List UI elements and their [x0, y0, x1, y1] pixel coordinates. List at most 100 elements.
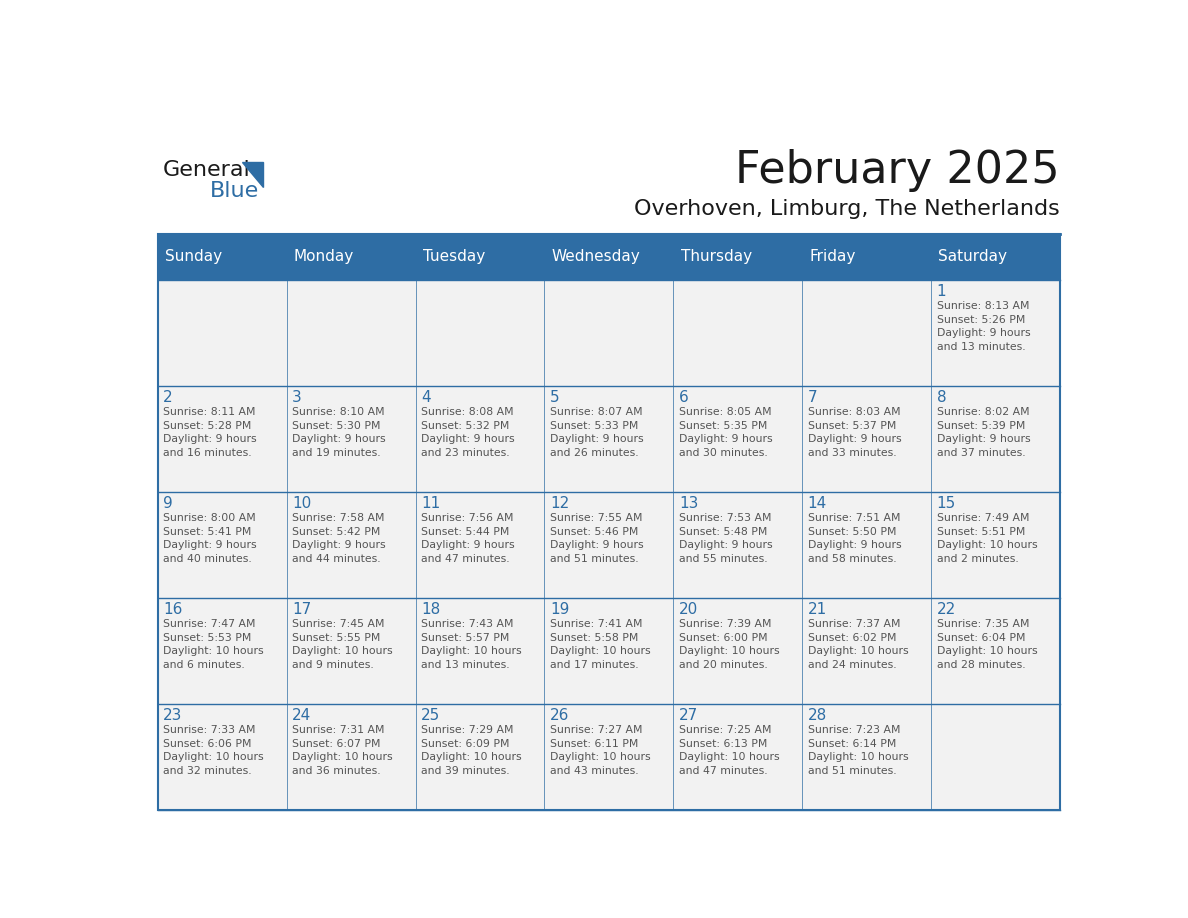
Text: Friday: Friday — [809, 250, 855, 264]
Text: Thursday: Thursday — [681, 250, 752, 264]
FancyBboxPatch shape — [544, 598, 674, 704]
Text: Sunrise: 7:23 AM
Sunset: 6:14 PM
Daylight: 10 hours
and 51 minutes.: Sunrise: 7:23 AM Sunset: 6:14 PM Dayligh… — [808, 725, 909, 776]
FancyBboxPatch shape — [802, 598, 931, 704]
Text: 2: 2 — [163, 390, 173, 405]
FancyBboxPatch shape — [931, 280, 1060, 386]
FancyBboxPatch shape — [286, 598, 416, 704]
FancyBboxPatch shape — [416, 704, 544, 810]
FancyBboxPatch shape — [544, 492, 674, 598]
Text: 3: 3 — [292, 390, 302, 405]
FancyBboxPatch shape — [286, 704, 416, 810]
Text: Sunrise: 8:13 AM
Sunset: 5:26 PM
Daylight: 9 hours
and 13 minutes.: Sunrise: 8:13 AM Sunset: 5:26 PM Dayligh… — [936, 301, 1030, 352]
FancyBboxPatch shape — [286, 386, 416, 492]
Text: February 2025: February 2025 — [735, 149, 1060, 192]
Text: Sunrise: 8:05 AM
Sunset: 5:35 PM
Daylight: 9 hours
and 30 minutes.: Sunrise: 8:05 AM Sunset: 5:35 PM Dayligh… — [678, 407, 772, 458]
Text: Sunrise: 7:56 AM
Sunset: 5:44 PM
Daylight: 9 hours
and 47 minutes.: Sunrise: 7:56 AM Sunset: 5:44 PM Dayligh… — [421, 513, 514, 564]
FancyBboxPatch shape — [158, 704, 286, 810]
FancyBboxPatch shape — [544, 280, 674, 386]
FancyBboxPatch shape — [416, 492, 544, 598]
Text: 21: 21 — [808, 602, 827, 617]
Text: General: General — [163, 160, 249, 180]
FancyBboxPatch shape — [802, 704, 931, 810]
Text: Sunrise: 7:49 AM
Sunset: 5:51 PM
Daylight: 10 hours
and 2 minutes.: Sunrise: 7:49 AM Sunset: 5:51 PM Dayligh… — [936, 513, 1037, 564]
Text: Sunrise: 7:47 AM
Sunset: 5:53 PM
Daylight: 10 hours
and 6 minutes.: Sunrise: 7:47 AM Sunset: 5:53 PM Dayligh… — [163, 619, 264, 670]
Text: 7: 7 — [808, 390, 817, 405]
FancyBboxPatch shape — [544, 704, 674, 810]
Text: 18: 18 — [421, 602, 441, 617]
Text: 16: 16 — [163, 602, 183, 617]
Text: 22: 22 — [936, 602, 956, 617]
Text: 9: 9 — [163, 496, 173, 511]
FancyBboxPatch shape — [674, 386, 802, 492]
Text: 23: 23 — [163, 708, 183, 723]
Text: Sunrise: 8:02 AM
Sunset: 5:39 PM
Daylight: 9 hours
and 37 minutes.: Sunrise: 8:02 AM Sunset: 5:39 PM Dayligh… — [936, 407, 1030, 458]
Text: 5: 5 — [550, 390, 560, 405]
FancyBboxPatch shape — [158, 598, 286, 704]
Text: 10: 10 — [292, 496, 311, 511]
Text: 19: 19 — [550, 602, 569, 617]
Text: Sunrise: 7:33 AM
Sunset: 6:06 PM
Daylight: 10 hours
and 32 minutes.: Sunrise: 7:33 AM Sunset: 6:06 PM Dayligh… — [163, 725, 264, 776]
Text: 8: 8 — [936, 390, 947, 405]
FancyBboxPatch shape — [158, 280, 286, 386]
Text: 20: 20 — [678, 602, 699, 617]
Text: Sunrise: 7:31 AM
Sunset: 6:07 PM
Daylight: 10 hours
and 36 minutes.: Sunrise: 7:31 AM Sunset: 6:07 PM Dayligh… — [292, 725, 393, 776]
Text: Overhoven, Limburg, The Netherlands: Overhoven, Limburg, The Netherlands — [634, 198, 1060, 218]
Text: Monday: Monday — [293, 250, 354, 264]
FancyBboxPatch shape — [674, 704, 802, 810]
Text: Tuesday: Tuesday — [423, 250, 485, 264]
Text: Sunrise: 7:25 AM
Sunset: 6:13 PM
Daylight: 10 hours
and 47 minutes.: Sunrise: 7:25 AM Sunset: 6:13 PM Dayligh… — [678, 725, 779, 776]
Text: Sunrise: 7:53 AM
Sunset: 5:48 PM
Daylight: 9 hours
and 55 minutes.: Sunrise: 7:53 AM Sunset: 5:48 PM Dayligh… — [678, 513, 772, 564]
FancyBboxPatch shape — [416, 280, 544, 386]
FancyBboxPatch shape — [158, 492, 286, 598]
Text: 27: 27 — [678, 708, 699, 723]
Text: Sunrise: 7:55 AM
Sunset: 5:46 PM
Daylight: 9 hours
and 51 minutes.: Sunrise: 7:55 AM Sunset: 5:46 PM Dayligh… — [550, 513, 644, 564]
Text: Sunrise: 7:41 AM
Sunset: 5:58 PM
Daylight: 10 hours
and 17 minutes.: Sunrise: 7:41 AM Sunset: 5:58 PM Dayligh… — [550, 619, 651, 670]
FancyBboxPatch shape — [416, 598, 544, 704]
Text: 26: 26 — [550, 708, 569, 723]
Text: Sunrise: 7:58 AM
Sunset: 5:42 PM
Daylight: 9 hours
and 44 minutes.: Sunrise: 7:58 AM Sunset: 5:42 PM Dayligh… — [292, 513, 386, 564]
Text: Sunrise: 7:29 AM
Sunset: 6:09 PM
Daylight: 10 hours
and 39 minutes.: Sunrise: 7:29 AM Sunset: 6:09 PM Dayligh… — [421, 725, 522, 776]
FancyBboxPatch shape — [802, 492, 931, 598]
FancyBboxPatch shape — [674, 280, 802, 386]
FancyBboxPatch shape — [674, 492, 802, 598]
FancyBboxPatch shape — [931, 704, 1060, 810]
Polygon shape — [242, 162, 263, 186]
FancyBboxPatch shape — [674, 598, 802, 704]
Text: 25: 25 — [421, 708, 441, 723]
Text: Blue: Blue — [210, 181, 259, 201]
Text: Sunrise: 8:03 AM
Sunset: 5:37 PM
Daylight: 9 hours
and 33 minutes.: Sunrise: 8:03 AM Sunset: 5:37 PM Dayligh… — [808, 407, 902, 458]
FancyBboxPatch shape — [416, 386, 544, 492]
Text: Sunrise: 7:45 AM
Sunset: 5:55 PM
Daylight: 10 hours
and 9 minutes.: Sunrise: 7:45 AM Sunset: 5:55 PM Dayligh… — [292, 619, 393, 670]
Text: Sunrise: 8:11 AM
Sunset: 5:28 PM
Daylight: 9 hours
and 16 minutes.: Sunrise: 8:11 AM Sunset: 5:28 PM Dayligh… — [163, 407, 257, 458]
FancyBboxPatch shape — [286, 492, 416, 598]
Text: Sunrise: 7:39 AM
Sunset: 6:00 PM
Daylight: 10 hours
and 20 minutes.: Sunrise: 7:39 AM Sunset: 6:00 PM Dayligh… — [678, 619, 779, 670]
Text: Wednesday: Wednesday — [551, 250, 640, 264]
Text: Sunrise: 7:37 AM
Sunset: 6:02 PM
Daylight: 10 hours
and 24 minutes.: Sunrise: 7:37 AM Sunset: 6:02 PM Dayligh… — [808, 619, 909, 670]
Text: 11: 11 — [421, 496, 441, 511]
FancyBboxPatch shape — [931, 386, 1060, 492]
Text: 17: 17 — [292, 602, 311, 617]
Text: 12: 12 — [550, 496, 569, 511]
FancyBboxPatch shape — [802, 280, 931, 386]
Text: 28: 28 — [808, 708, 827, 723]
FancyBboxPatch shape — [931, 492, 1060, 598]
Text: Sunrise: 7:43 AM
Sunset: 5:57 PM
Daylight: 10 hours
and 13 minutes.: Sunrise: 7:43 AM Sunset: 5:57 PM Dayligh… — [421, 619, 522, 670]
FancyBboxPatch shape — [158, 386, 286, 492]
Text: 24: 24 — [292, 708, 311, 723]
Text: 15: 15 — [936, 496, 956, 511]
Text: Sunrise: 7:27 AM
Sunset: 6:11 PM
Daylight: 10 hours
and 43 minutes.: Sunrise: 7:27 AM Sunset: 6:11 PM Dayligh… — [550, 725, 651, 776]
FancyBboxPatch shape — [158, 234, 1060, 280]
Text: Sunrise: 8:10 AM
Sunset: 5:30 PM
Daylight: 9 hours
and 19 minutes.: Sunrise: 8:10 AM Sunset: 5:30 PM Dayligh… — [292, 407, 386, 458]
FancyBboxPatch shape — [802, 386, 931, 492]
FancyBboxPatch shape — [544, 386, 674, 492]
Text: Sunday: Sunday — [165, 250, 222, 264]
Text: 6: 6 — [678, 390, 689, 405]
FancyBboxPatch shape — [286, 280, 416, 386]
Text: Sunrise: 8:08 AM
Sunset: 5:32 PM
Daylight: 9 hours
and 23 minutes.: Sunrise: 8:08 AM Sunset: 5:32 PM Dayligh… — [421, 407, 514, 458]
Text: 4: 4 — [421, 390, 431, 405]
Text: Sunrise: 7:51 AM
Sunset: 5:50 PM
Daylight: 9 hours
and 58 minutes.: Sunrise: 7:51 AM Sunset: 5:50 PM Dayligh… — [808, 513, 902, 564]
Text: Sunrise: 8:00 AM
Sunset: 5:41 PM
Daylight: 9 hours
and 40 minutes.: Sunrise: 8:00 AM Sunset: 5:41 PM Dayligh… — [163, 513, 257, 564]
Text: Sunrise: 8:07 AM
Sunset: 5:33 PM
Daylight: 9 hours
and 26 minutes.: Sunrise: 8:07 AM Sunset: 5:33 PM Dayligh… — [550, 407, 644, 458]
Text: 14: 14 — [808, 496, 827, 511]
Text: Sunrise: 7:35 AM
Sunset: 6:04 PM
Daylight: 10 hours
and 28 minutes.: Sunrise: 7:35 AM Sunset: 6:04 PM Dayligh… — [936, 619, 1037, 670]
